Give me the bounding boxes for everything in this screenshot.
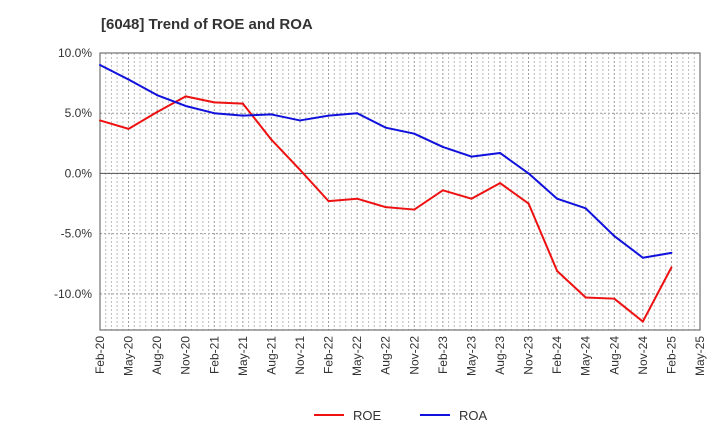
- data-point-roe: [613, 297, 616, 300]
- data-point-roa: [499, 151, 501, 154]
- x-tick-label: May-23: [464, 336, 478, 376]
- series-lines: [99, 64, 673, 323]
- x-tick-label: Aug-24: [607, 336, 621, 375]
- chart-title: [6048] Trend of ROE and ROA: [101, 16, 313, 33]
- data-point-roa: [184, 104, 187, 107]
- x-tick-label: Feb-20: [93, 336, 107, 374]
- data-point-roa: [299, 119, 301, 122]
- data-point-roe: [670, 266, 673, 269]
- x-tick-label: Feb-24: [550, 336, 564, 374]
- data-point-roa: [584, 207, 587, 210]
- data-point-roe: [413, 208, 416, 211]
- data-point-roa: [327, 114, 330, 117]
- data-point-roa: [384, 126, 387, 129]
- x-tick-label: Feb-25: [664, 336, 678, 374]
- data-point-roe: [270, 138, 273, 141]
- x-tick-label: May-22: [350, 336, 364, 376]
- y-tick-label: 0.0%: [65, 166, 93, 180]
- y-tick-label: -10.0%: [54, 287, 92, 301]
- x-tick-label: Aug-23: [493, 336, 507, 375]
- x-tick-label: Nov-23: [522, 336, 536, 375]
- axes: [99, 52, 701, 331]
- data-point-roe: [184, 95, 187, 98]
- data-point-roe: [213, 101, 216, 104]
- x-tick-label: Feb-21: [207, 336, 221, 374]
- data-point-roa: [556, 197, 559, 200]
- data-point-roe: [327, 200, 330, 203]
- x-tick-label: May-20: [122, 336, 136, 376]
- x-tick-label: Aug-21: [264, 336, 278, 375]
- data-point-roa: [127, 78, 130, 81]
- data-point-roa: [670, 251, 673, 254]
- y-tick-label: 10.0%: [58, 46, 92, 60]
- legend-label-roa: ROA: [459, 408, 488, 423]
- x-tick-label: Nov-21: [293, 336, 307, 375]
- data-point-roe: [356, 197, 359, 200]
- data-point-roe: [241, 102, 244, 105]
- plot-area: [100, 53, 700, 330]
- x-tick-label: May-21: [236, 336, 250, 376]
- x-tick-label: May-25: [693, 336, 707, 376]
- y-axis-tick-labels: 10.0% 5.0% 0.0% -5.0% -10.0%: [54, 46, 92, 301]
- x-tick-label: May-24: [579, 336, 593, 376]
- x-tick-label: Feb-22: [322, 336, 336, 374]
- x-tick-label: Aug-20: [150, 336, 164, 375]
- data-point-roe: [299, 168, 301, 171]
- data-point-roe: [584, 296, 587, 299]
- data-point-roa: [441, 145, 444, 148]
- data-point-roa: [156, 94, 159, 97]
- data-point-roa: [613, 235, 616, 238]
- y-tick-label: 5.0%: [65, 106, 93, 120]
- x-axis-tick-labels: Feb-20 May-20 Aug-20 Nov-20 Feb-21 May-21 Aug-…: [93, 336, 707, 376]
- x-tick-label: Nov-20: [179, 336, 193, 375]
- data-point-roa: [413, 132, 416, 135]
- data-point-roa: [99, 64, 101, 67]
- data-point-roe: [470, 197, 473, 200]
- x-tick-label: Nov-22: [407, 336, 421, 375]
- legend: ROE ROA: [314, 408, 488, 423]
- data-point-roe: [441, 189, 444, 192]
- data-point-roe: [641, 320, 644, 323]
- x-tick-label: Aug-22: [379, 336, 393, 375]
- x-tick-label: Nov-24: [636, 336, 650, 375]
- data-point-roa: [241, 114, 244, 117]
- plot-border: [99, 52, 701, 331]
- data-point-roa: [470, 155, 473, 158]
- data-point-roe: [527, 202, 530, 205]
- data-point-roa: [356, 112, 359, 115]
- y-tick-label: -5.0%: [61, 227, 93, 241]
- data-point-roe: [99, 119, 101, 122]
- x-tick-label: Feb-23: [436, 336, 450, 374]
- data-point-roe: [156, 111, 159, 114]
- data-point-roa: [527, 172, 530, 175]
- data-point-roe: [499, 182, 501, 185]
- data-point-roe: [127, 127, 130, 130]
- legend-label-roe: ROE: [353, 408, 382, 423]
- data-point-roa: [213, 112, 216, 115]
- data-point-roe: [384, 206, 387, 209]
- data-point-roa: [641, 256, 644, 259]
- data-point-roa: [270, 113, 273, 116]
- data-point-roe: [556, 269, 559, 272]
